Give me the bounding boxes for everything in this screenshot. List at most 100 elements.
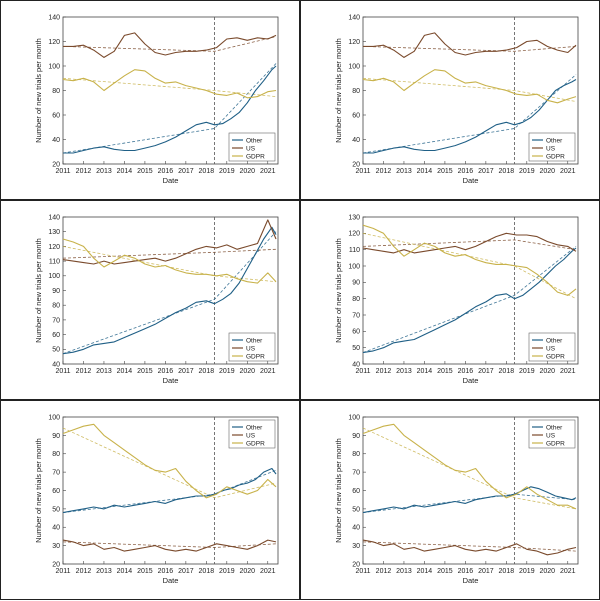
x-tick-label: 2016 [458,368,474,375]
y-tick-label: 60 [352,488,360,495]
y-tick-label: 60 [52,332,60,339]
x-tick-label: 2013 [96,368,112,375]
trend-line [62,246,277,283]
x-tick-label: 2020 [539,368,555,375]
y-tick-label: 80 [52,451,60,458]
x-tick-label: 2016 [158,368,174,375]
legend-label: US [546,432,556,439]
y-tick-label: 140 [48,214,60,221]
x-tick-label: 2012 [76,168,92,175]
legend-label: GDPR [546,440,565,447]
x-tick-label: 2011 [355,368,370,375]
y-tick-label: 140 [348,14,360,21]
y-tick-label: 60 [352,112,360,119]
y-tick-label: 100 [348,63,360,70]
y-tick-label: 20 [352,561,360,568]
legend-label: Other [246,137,263,144]
y-tick-label: 80 [352,296,360,303]
x-tick-label: 2015 [137,168,153,175]
x-axis-label: Date [163,576,179,585]
legend-label: US [246,345,256,352]
y-tick-label: 70 [352,312,360,319]
line-chart: 20 30 40 50 60 70 80 90 100 2011 2012 2013 2014 2015 2… [34,414,279,585]
x-tick-label: 2015 [137,368,153,375]
y-tick-label: 20 [52,561,60,568]
series-line [362,423,577,510]
x-tick-label: 2013 [96,568,112,575]
y-tick-label: 40 [52,525,60,532]
trend-line [62,36,277,52]
legend-label: GDPR [246,440,265,447]
trend-line [362,77,577,102]
trend-line [362,246,577,353]
y-tick-label: 90 [52,288,60,295]
y-tick-label: 50 [52,347,60,354]
y-tick-label: 100 [48,414,60,421]
y-tick-label: 80 [52,88,60,95]
x-tick-label: 2019 [219,368,235,375]
line-chart: 20 30 40 50 60 70 80 90 100 2011 2012 2013 2014 2015 2… [334,414,579,585]
y-tick-label: 100 [48,273,60,280]
y-tick-label: 120 [48,39,60,46]
x-tick-label: 2012 [76,368,92,375]
trend-line [362,74,577,154]
y-tick-label: 130 [48,229,60,236]
legend-label: US [246,432,256,439]
line-chart: 20 40 60 80 100 120 140 2011 2012 2013 2014 2015 201… [34,14,279,185]
trend-line [62,541,277,548]
y-tick-label: 60 [52,488,60,495]
series-line [62,423,277,499]
y-tick-label: 50 [352,506,360,513]
x-tick-label: 2013 [396,368,412,375]
series-line [62,467,277,514]
x-tick-label: 2015 [437,368,453,375]
x-tick-label: 2020 [239,368,255,375]
y-tick-label: 40 [352,525,360,532]
x-axis-label: Date [463,176,479,185]
chart-panel: 20 40 60 80 100 120 140 2011 2012 2013 2014 2015 201… [0,0,300,200]
x-tick-label: 2014 [117,368,133,375]
x-axis-label: Date [463,376,479,385]
y-axis-label: Number of new trials per month [34,438,43,543]
legend-label: Other [246,337,263,344]
x-tick-label: 2016 [158,568,174,575]
y-tick-label: 40 [352,361,360,368]
y-tick-label: 50 [352,345,360,352]
y-tick-label: 120 [48,244,60,251]
x-tick-label: 2011 [55,568,70,575]
series-line [62,226,277,355]
y-tick-label: 90 [352,433,360,440]
x-tick-label: 2018 [199,368,215,375]
y-axis-label: Number of new trials per month [34,38,43,143]
series-line [62,238,277,284]
x-tick-label: 2012 [376,568,392,575]
trend-line [362,541,577,552]
series-line [362,486,577,514]
x-tick-label: 2014 [417,168,433,175]
legend-label: US [546,145,556,152]
x-tick-label: 2019 [519,168,535,175]
series-line [363,79,577,154]
plot-area [62,216,279,365]
x-tick-label: 2015 [437,568,453,575]
x-axis-label: Date [163,376,179,385]
y-axis-label: Number of new trials per month [334,38,343,143]
x-tick-label: 2018 [199,568,215,575]
x-tick-label: 2012 [76,568,92,575]
y-tick-label: 70 [52,317,60,324]
x-tick-label: 2017 [178,168,194,175]
x-tick-label: 2021 [260,568,276,575]
x-tick-label: 2014 [417,568,433,575]
x-tick-label: 2021 [560,568,576,575]
x-tick-label: 2021 [560,168,576,175]
series-line [362,224,577,296]
legend-label: GDPR [246,153,265,160]
x-tick-label: 2019 [519,568,535,575]
y-tick-label: 50 [52,506,60,513]
y-tick-label: 120 [348,231,360,238]
x-tick-label: 2019 [219,168,235,175]
x-tick-label: 2013 [396,168,412,175]
y-axis-label: Number of new trials per month [334,238,343,343]
y-tick-label: 130 [348,214,360,221]
